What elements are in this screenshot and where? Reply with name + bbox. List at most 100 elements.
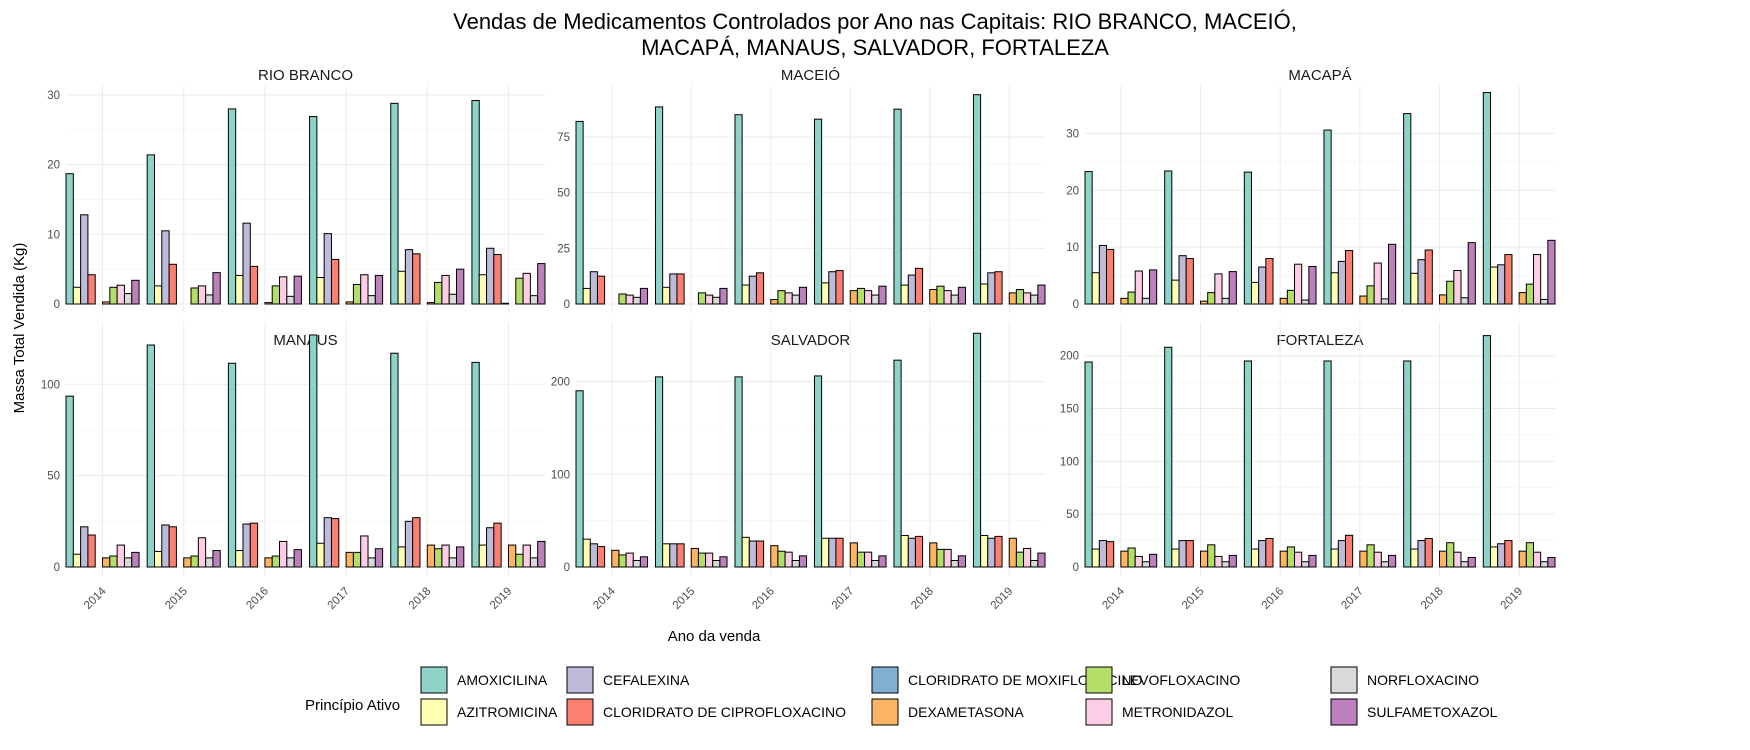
bar-maceio-2019-dexametasona	[1008, 292, 1017, 305]
bar-manaus-2016-metronidazol	[279, 540, 288, 568]
bar-rio-branco-2014-metronidazol	[116, 284, 125, 305]
bar-maceio-2015-levofloxacino	[697, 292, 707, 305]
bar-salvador-2015-levofloxacino	[697, 552, 707, 568]
bar-salvador-2019-norfloxacino	[1030, 560, 1039, 568]
bar-maceio-2019-azitromicina	[980, 283, 989, 305]
bar-manaus-2019-cefalexina	[486, 527, 495, 568]
bar-macapa-2014-cefalexina	[1098, 244, 1108, 305]
bar-macapa-2018-sulfametoxazol	[1467, 242, 1476, 305]
bar-macapa-2017-sulfametoxazol	[1388, 243, 1397, 305]
bar-maceio-2014-norfloxacino	[632, 296, 641, 305]
bar-rio-branco-2017-dexametasona	[345, 301, 354, 305]
x-tick-label: 2019	[488, 585, 515, 612]
bar-salvador-2018-dexametasona	[929, 542, 938, 568]
bar-macapa-2019-dexametasona	[1518, 292, 1527, 305]
bar-fortaleza-2018-cefalexina	[1417, 540, 1426, 568]
legend-label: AZITROMICINA	[457, 704, 558, 720]
bar-fortaleza-2016-norfloxacino	[1301, 561, 1310, 568]
bar-fortaleza-2017-metronidazol	[1373, 551, 1382, 568]
bar-fortaleza-2016-cefalexina	[1258, 540, 1267, 568]
y-tick-label: 200	[551, 377, 570, 389]
bar-salvador-2015-dexametasona	[690, 547, 699, 568]
bar-salvador-2016-amoxicilina	[734, 376, 743, 568]
bar-fortaleza-2014-dexametasona	[1120, 550, 1129, 568]
bar-fortaleza-2017-sulfametoxazol	[1388, 554, 1397, 568]
bar-macapa-2015-metronidazol	[1214, 273, 1223, 305]
bar-fortaleza-2019-cefalexina	[1497, 543, 1506, 568]
bar-rio-branco-2017-sulfametoxazol	[374, 274, 384, 305]
y-tick-label: 0	[564, 562, 570, 574]
legend-label: METRONIDAZOL	[1122, 704, 1233, 720]
bar-macapa-2014-metronidazol	[1134, 270, 1143, 305]
bar-manaus-2016-cloridrato-de-ciprofloxacino	[249, 522, 259, 568]
legend-label: CLORIDRATO DE CIPROFLOXACINO	[603, 704, 846, 720]
bar-fortaleza-2018-azitromicina	[1410, 548, 1419, 568]
legend-label: CEFALEXINA	[603, 672, 690, 688]
bar-maceio-2015-norfloxacino	[712, 296, 721, 305]
bar-manaus-2018-azitromicina	[397, 546, 406, 568]
bar-salvador-2017-azitromicina	[821, 537, 830, 568]
bar-rio-branco-2019-azitromicina	[478, 274, 488, 305]
bar-rio-branco-2014-levofloxacino	[109, 286, 118, 305]
panel-fortaleza: FORTALEZA 0 50 100 150 200 2014 2015 2016 2017 201…	[1060, 322, 1556, 612]
bar-maceio-2018-dexametasona	[929, 289, 938, 305]
chart-title-line-2: MACAPÁ, MANAUS, SALVADOR, FORTALEZA	[641, 35, 1109, 60]
bar-rio-branco-2014-norfloxacino	[123, 293, 133, 305]
panel-rio-branco: RIO BRANCO 0 10 20 30	[47, 67, 546, 313]
bar-macapa-2018-amoxicilina	[1403, 113, 1412, 305]
bar-maceio-2017-sulfametoxazol	[878, 285, 887, 305]
bar-rio-branco-2017-norfloxacino	[367, 295, 376, 305]
bar-macapa-2015-cloridrato-de-ciprofloxacino	[1185, 258, 1194, 305]
bar-fortaleza-2014-metronidazol	[1134, 555, 1143, 568]
panel-title: FORTALEZA	[1277, 332, 1364, 349]
y-tick-label: 30	[1066, 128, 1079, 140]
bar-maceio-2019-levofloxacino	[1015, 289, 1025, 305]
legend-swatch	[420, 698, 448, 726]
bar-fortaleza-2014-levofloxacino	[1127, 547, 1136, 568]
bar-manaus-2019-sulfametoxazol	[537, 540, 546, 568]
bar-fortaleza-2014-azitromicina	[1091, 548, 1100, 568]
bar-fortaleza-2016-sulfametoxazol	[1308, 554, 1317, 568]
bar-manaus-2014-norfloxacino	[123, 557, 133, 568]
bar-fortaleza-2019-amoxicilina	[1482, 335, 1491, 568]
bar-maceio-2018-norfloxacino	[950, 294, 959, 305]
legend-item-sulfametoxazol: SULFAMETOXAZOL	[1330, 698, 1498, 726]
bar-manaus-2017-azitromicina	[316, 542, 325, 568]
bar-macapa-2019-sulfametoxazol	[1547, 239, 1556, 305]
x-tick-label: 2017	[326, 585, 353, 612]
bar-macapa-2018-cloridrato-de-ciprofloxacino	[1424, 249, 1433, 305]
bar-salvador-2014-dexametasona	[611, 549, 620, 568]
bar-fortaleza-2019-metronidazol	[1532, 551, 1542, 568]
bar-maceio-2014-cefalexina	[589, 271, 598, 305]
bar-rio-branco-2017-cloridrato-de-ciprofloxacino	[330, 258, 340, 305]
bar-rio-branco-2018-dexametasona	[426, 302, 436, 305]
bar-manaus-2014-sulfametoxazol	[131, 551, 140, 568]
x-tick-label: 2014	[82, 585, 109, 612]
bar-salvador-2017-cefalexina	[828, 537, 837, 568]
bar-maceio-2019-amoxicilina	[972, 94, 982, 305]
bar-maceio-2017-levofloxacino	[856, 287, 866, 305]
x-tick-label: 2015	[1180, 585, 1207, 612]
bar-manaus-2015-dexametasona	[183, 557, 192, 568]
bar-salvador-2016-norfloxacino	[791, 560, 800, 568]
bar-maceio-2016-levofloxacino	[777, 290, 786, 305]
bar-manaus-2014-dexametasona	[102, 557, 111, 568]
bar-salvador-2014-cloridrato-de-ciprofloxacino	[596, 546, 606, 568]
bar-manaus-2014-metronidazol	[116, 544, 125, 568]
bar-macapa-2016-azitromicina	[1250, 281, 1260, 305]
bar-maceio-2018-cefalexina	[907, 274, 916, 305]
bar-fortaleza-2019-dexametasona	[1518, 550, 1527, 568]
legend-swatch	[1330, 666, 1358, 694]
bar-maceio-2019-sulfametoxazol	[1037, 284, 1046, 305]
bar-fortaleza-2017-azitromicina	[1330, 548, 1339, 568]
y-tick-label: 50	[557, 188, 570, 200]
x-tick-label: 2016	[1260, 585, 1287, 612]
bar-fortaleza-2015-sulfametoxazol	[1228, 554, 1237, 568]
bar-rio-branco-2014-cloridrato-de-ciprofloxacino	[87, 274, 96, 305]
bar-fortaleza-2019-sulfametoxazol	[1547, 556, 1556, 568]
bar-maceio-2018-sulfametoxazol	[957, 286, 967, 305]
bar-salvador-2016-metronidazol	[784, 551, 793, 568]
bar-salvador-2014-levofloxacino	[618, 554, 627, 568]
bar-fortaleza-2015-dexametasona	[1200, 550, 1209, 568]
